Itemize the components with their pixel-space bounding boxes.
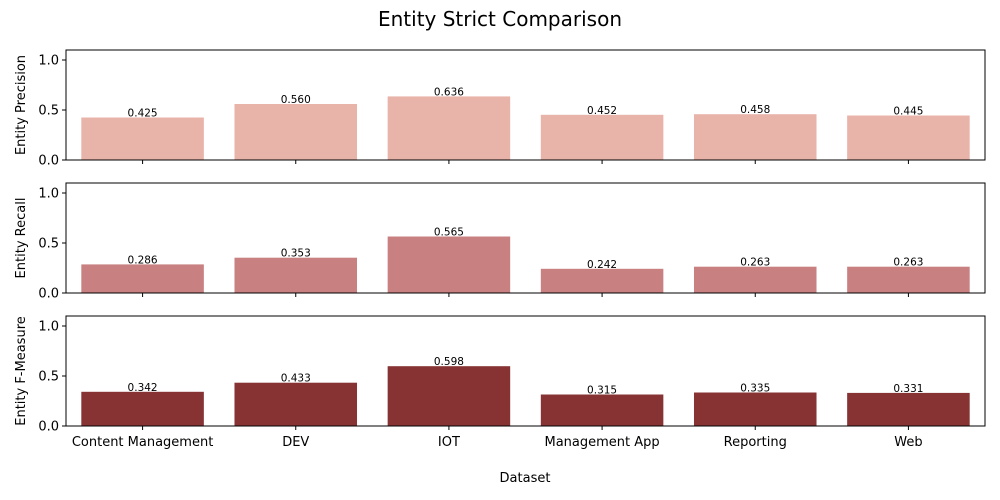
bar-2-2 xyxy=(234,257,358,293)
data-label-1-1: 0.425 xyxy=(128,108,158,120)
y-axis-label-2: Entity Recall xyxy=(14,198,29,279)
chart-panels: 0.425 0.560 0.636 0.452 0.458 0.445 0.0 0.5 1.0 E… xyxy=(14,49,986,450)
y-tick-label-2-2: 0.5 xyxy=(38,237,59,252)
data-label-1-5: 0.458 xyxy=(740,104,770,116)
bar-1-2 xyxy=(234,104,358,160)
panel-frame-2 xyxy=(65,182,986,294)
data-label-2-4: 0.242 xyxy=(587,259,617,271)
data-label-3-2: 0.433 xyxy=(281,373,311,385)
panel-2: 0.286 0.353 0.565 0.242 0.263 0.263 0.0 0.5 1.0 E… xyxy=(14,182,986,302)
data-label-3-4: 0.315 xyxy=(587,385,617,397)
panel-3: 0.342 0.433 0.598 0.315 0.335 0.331 0.0 0.5 1.0 C… xyxy=(14,315,986,450)
bar-2-6 xyxy=(847,266,970,293)
y-tick-label-2-1: 0.0 xyxy=(38,287,59,302)
bar-1-5 xyxy=(693,114,817,160)
y-tick-label-1-1: 0.0 xyxy=(38,154,59,169)
bar-3-6 xyxy=(847,392,970,426)
chart-title: Entity Strict Comparison xyxy=(378,7,622,31)
bar-2-4 xyxy=(540,268,664,293)
panel-frame-1 xyxy=(65,49,986,161)
bar-3-1 xyxy=(81,391,204,426)
x-axis-label: Dataset xyxy=(500,471,551,486)
bar-3-2 xyxy=(234,382,358,426)
y-tick-label-3-2: 0.5 xyxy=(38,370,59,385)
x-tick-label-5: Reporting xyxy=(724,435,787,450)
x-tick-label-1: Content Management xyxy=(72,435,213,450)
x-tick-label-2: DEV xyxy=(282,435,309,450)
bar-2-5 xyxy=(693,266,817,293)
bar-1-3 xyxy=(387,96,511,160)
data-label-3-5: 0.335 xyxy=(740,383,770,395)
bar-1-1 xyxy=(81,117,204,160)
data-label-3-1: 0.342 xyxy=(128,382,158,394)
bar-3-5 xyxy=(693,392,817,426)
data-label-1-3: 0.636 xyxy=(434,86,464,98)
bar-3-3 xyxy=(387,366,511,426)
bar-1-4 xyxy=(540,114,664,160)
y-tick-label-3-1: 0.0 xyxy=(38,420,59,435)
y-axis-label-1: Entity Precision xyxy=(14,55,29,155)
x-tick-label-3: IOT xyxy=(438,435,460,450)
data-label-1-2: 0.560 xyxy=(281,94,311,106)
data-label-1-4: 0.452 xyxy=(587,105,617,117)
bar-1-6 xyxy=(847,115,970,160)
data-label-2-3: 0.565 xyxy=(434,227,464,239)
data-label-2-2: 0.353 xyxy=(281,248,311,260)
bar-2-1 xyxy=(81,264,204,293)
y-axis-label-3: Entity F-Measure xyxy=(14,316,29,426)
x-tick-label-4: Management App xyxy=(544,435,659,450)
y-tick-label-3-3: 1.0 xyxy=(38,320,59,335)
y-tick-label-2-3: 1.0 xyxy=(38,187,59,202)
bar-3-4 xyxy=(540,394,664,426)
bar-2-3 xyxy=(387,236,511,293)
y-tick-label-1-2: 0.5 xyxy=(38,104,59,119)
panel-1: 0.425 0.560 0.636 0.452 0.458 0.445 0.0 0.5 1.0 E… xyxy=(14,49,986,169)
data-label-2-6: 0.263 xyxy=(893,257,923,269)
x-tick-label-6: Web xyxy=(894,435,922,450)
panel-frame-3 xyxy=(65,315,986,427)
data-label-2-1: 0.286 xyxy=(128,254,158,266)
y-tick-label-1-3: 1.0 xyxy=(38,54,59,69)
data-label-2-5: 0.263 xyxy=(740,257,770,269)
data-label-1-6: 0.445 xyxy=(893,106,923,118)
data-label-3-6: 0.331 xyxy=(893,383,923,395)
data-label-3-3: 0.598 xyxy=(434,356,464,368)
